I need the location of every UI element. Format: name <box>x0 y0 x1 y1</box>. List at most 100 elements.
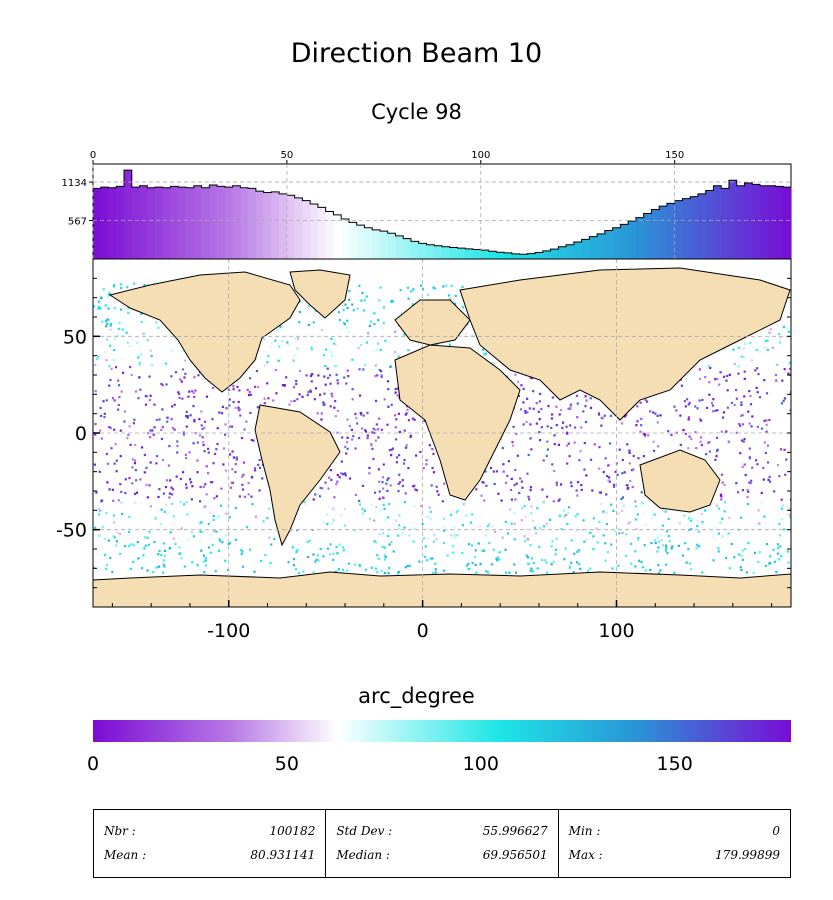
map-data-point <box>331 522 334 525</box>
map-data-point <box>339 514 342 517</box>
map-data-point <box>188 451 191 454</box>
map-data-point <box>719 521 722 524</box>
map-data-point <box>267 355 270 358</box>
map-data-point <box>343 323 346 326</box>
map-data-point <box>247 393 251 397</box>
map-data-point <box>101 526 104 529</box>
map-data-point <box>635 518 638 521</box>
histogram-bar <box>263 192 272 259</box>
map-data-point <box>576 416 579 419</box>
asia-land <box>459 267 791 421</box>
map-data-point <box>201 436 204 439</box>
map-data-point <box>756 425 759 428</box>
map-data-point <box>701 398 704 402</box>
map-data-point <box>545 454 548 458</box>
map-data-point <box>309 374 313 378</box>
map-data-point <box>631 485 634 489</box>
map-data-point <box>398 514 401 517</box>
histogram-bar <box>271 191 280 259</box>
map-data-point <box>204 564 208 567</box>
map-data-point <box>513 522 516 525</box>
map-data-point <box>127 433 130 436</box>
map-data-point <box>721 535 724 538</box>
map-data-point <box>542 525 546 528</box>
map-data-point <box>93 463 97 466</box>
histogram-bar <box>279 193 288 259</box>
map-data-point <box>743 463 746 466</box>
map-data-point <box>94 433 97 436</box>
map-data-point <box>497 556 500 559</box>
map-data-point <box>193 395 196 399</box>
map-data-point <box>358 499 361 503</box>
map-data-point <box>306 393 309 397</box>
map-data-point <box>117 327 120 330</box>
map-data-point <box>192 391 195 394</box>
map-data-point <box>330 354 333 357</box>
map-data-point <box>157 495 160 499</box>
map-data-point <box>527 495 530 498</box>
map-data-point <box>160 382 163 386</box>
map-data-point <box>453 526 456 529</box>
map-data-point <box>410 290 413 293</box>
map-data-point <box>336 409 340 413</box>
map-data-point <box>347 330 350 334</box>
map-data-point <box>378 490 381 493</box>
histogram-outline <box>92 169 791 259</box>
map-data-point <box>496 559 499 562</box>
map-data-point <box>622 504 625 507</box>
map-data-point <box>609 503 613 506</box>
map-data-point <box>518 491 521 495</box>
map-data-point <box>332 552 335 555</box>
map-data-point <box>510 498 514 501</box>
map-data-point <box>341 568 345 571</box>
map-data-point <box>133 544 136 547</box>
histogram-bar <box>666 203 675 259</box>
map-data-point <box>141 332 144 335</box>
stats-column-count: Nbr :100182 Mean :80.931141 <box>94 810 325 877</box>
map-data-point <box>754 369 757 372</box>
map-data-point <box>746 529 750 533</box>
map-data-point <box>111 397 115 400</box>
map-data-point <box>213 529 216 533</box>
map-data-point <box>340 460 343 463</box>
map-data-point <box>295 550 298 554</box>
map-data-point <box>484 534 488 537</box>
map-data-point <box>145 483 148 487</box>
map-data-point <box>212 462 215 465</box>
map-data-point <box>119 455 122 458</box>
map-data-point <box>530 377 533 380</box>
map-data-point <box>512 425 515 428</box>
map-data-point <box>287 561 290 564</box>
map-data-point <box>728 373 731 376</box>
histogram-bar <box>697 193 706 259</box>
map-data-point <box>117 408 120 411</box>
map-data-point <box>324 348 328 351</box>
map-data-point <box>333 496 336 499</box>
map-data-point <box>487 571 490 574</box>
map-data-point <box>204 483 207 486</box>
map-data-point <box>146 496 149 499</box>
map-data-point <box>522 387 525 391</box>
map-data-point <box>145 466 148 469</box>
map-data-point <box>108 488 111 491</box>
map-data-point <box>778 558 781 561</box>
map-data-point <box>567 442 570 445</box>
map-data-point <box>574 515 577 518</box>
map-data-point <box>373 491 377 494</box>
map-data-point <box>723 348 726 351</box>
map-data-point <box>635 527 638 530</box>
map-data-point <box>186 415 189 418</box>
histogram-bar <box>248 188 257 259</box>
map-data-point <box>756 391 759 394</box>
map-data-point <box>513 484 516 487</box>
map-data-point <box>358 394 362 397</box>
map-data-point <box>306 540 309 543</box>
map-data-point <box>213 497 216 500</box>
map-data-point <box>771 346 774 349</box>
map-data-point <box>617 512 620 515</box>
map-data-point <box>412 485 415 488</box>
map-data-point <box>131 458 134 461</box>
map-data-point <box>250 475 253 479</box>
map-data-point <box>668 540 672 543</box>
map-data-point <box>256 385 260 389</box>
